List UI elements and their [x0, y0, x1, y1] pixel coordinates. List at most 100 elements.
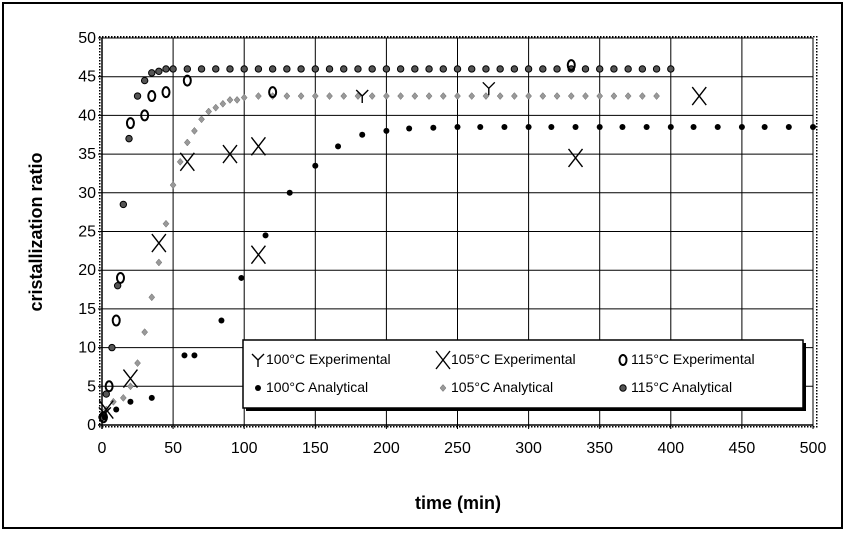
data-point — [119, 200, 128, 209]
marker-dot — [140, 76, 149, 85]
data-point — [148, 69, 156, 77]
marker-ring — [115, 271, 125, 284]
data-point — [667, 65, 675, 73]
y-tick-label: 35 — [78, 146, 96, 163]
legend: 100°C Experimental 105°C Experimental 115°… — [242, 339, 806, 411]
data-point — [268, 65, 277, 73]
data-point — [222, 144, 238, 164]
marker-ring — [140, 109, 150, 122]
marker-stroke — [250, 136, 266, 156]
data-point — [596, 65, 604, 73]
marker-diamond — [454, 92, 461, 100]
x-tick-label: 250 — [444, 440, 471, 457]
marker-diamond — [340, 92, 348, 100]
marker-dot — [169, 65, 177, 73]
x-tick-label: 300 — [515, 440, 542, 457]
marker-dot — [335, 143, 342, 150]
legend-marker — [439, 384, 447, 392]
data-point — [653, 92, 660, 100]
data-point — [326, 92, 333, 100]
marker-dot — [148, 394, 155, 401]
marker-diamond — [219, 99, 227, 108]
marker-dot — [619, 384, 627, 392]
data-point — [155, 67, 163, 75]
marker-diamond — [553, 92, 561, 100]
marker-diamond — [110, 397, 117, 406]
data-point — [151, 233, 167, 253]
data-point — [212, 103, 220, 112]
data-point — [690, 124, 697, 131]
data-point — [596, 92, 604, 100]
marker-dot — [212, 65, 220, 73]
marker-dot — [425, 65, 433, 73]
y-tick-label: 50 — [78, 30, 96, 47]
marker-dot — [510, 65, 519, 73]
data-point — [368, 92, 376, 100]
marker-stroke — [567, 148, 584, 168]
marker-dot — [162, 65, 170, 73]
marker-ring — [618, 354, 628, 366]
marker-diamond — [255, 92, 262, 100]
marker-dot — [572, 124, 579, 131]
marker-stroke — [151, 233, 167, 253]
data-point — [240, 93, 248, 102]
marker-diamond — [326, 92, 333, 100]
data-point — [108, 343, 116, 352]
data-point — [454, 124, 461, 131]
data-point — [430, 124, 437, 131]
data-point — [335, 143, 342, 150]
data-point — [250, 245, 266, 265]
marker-dot — [406, 125, 413, 132]
marker-dot — [312, 162, 319, 169]
data-point — [738, 124, 745, 131]
marker-diamond — [183, 138, 191, 147]
data-point — [176, 157, 184, 166]
legend-marker — [251, 353, 265, 367]
marker-dot — [325, 65, 334, 73]
data-marks — [98, 59, 816, 424]
marker-dot — [477, 124, 484, 131]
marker-dot — [596, 124, 603, 131]
marker-ring — [566, 59, 576, 72]
marker-diamond — [468, 92, 476, 100]
data-point — [147, 90, 157, 103]
data-point — [240, 65, 248, 73]
data-point — [453, 65, 462, 73]
marker-diamond — [162, 219, 170, 228]
data-point — [127, 382, 134, 391]
data-point — [624, 92, 632, 100]
data-point — [785, 124, 792, 131]
marker-dot — [785, 124, 792, 131]
x-tick-label: 200 — [373, 440, 400, 457]
legend-marker — [255, 385, 261, 391]
y-axis-title: cristallization ratio — [26, 152, 46, 311]
data-point — [406, 125, 413, 132]
marker-dot — [454, 124, 461, 131]
data-point — [226, 96, 234, 104]
marker-dot — [810, 124, 816, 131]
marker-diamond — [482, 92, 490, 100]
data-point — [425, 92, 433, 100]
data-point — [125, 134, 133, 143]
marker-dot — [297, 65, 305, 73]
data-point — [359, 131, 366, 138]
marker-diamond — [610, 92, 618, 100]
data-point — [553, 92, 561, 100]
marker-ring — [125, 117, 135, 130]
marker-stroke — [250, 245, 266, 265]
marker-dot — [539, 65, 547, 73]
marker-ring — [104, 380, 114, 393]
data-point — [643, 124, 650, 131]
marker-dot — [359, 131, 366, 138]
marker-dot — [411, 65, 419, 73]
data-point — [162, 219, 170, 228]
x-tick-label: 500 — [800, 440, 827, 457]
marker-diamond — [397, 92, 404, 100]
data-point — [255, 92, 262, 100]
marker-diamond — [383, 92, 390, 100]
data-point — [133, 92, 142, 100]
legend-label: 100°C Experimental — [266, 351, 391, 367]
marker-diamond — [127, 382, 134, 391]
marker-dot — [148, 69, 156, 77]
